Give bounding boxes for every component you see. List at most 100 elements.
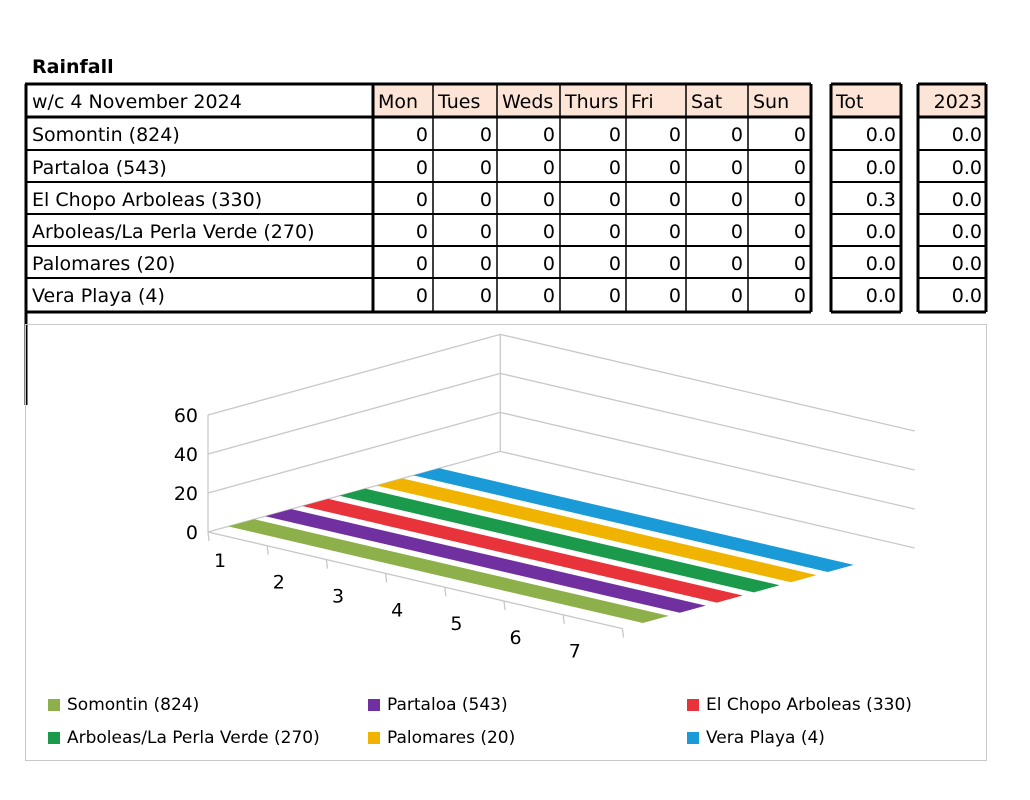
cell-value: 0 xyxy=(794,189,806,211)
prev-year-value: 0.0 xyxy=(952,157,982,179)
cell-value: 0 xyxy=(669,124,681,146)
row-name: Arboleas/La Perla Verde (270) xyxy=(32,221,315,243)
cell-value: 0 xyxy=(543,285,555,307)
day-header-fri: Fri xyxy=(631,91,654,113)
series-ribbons xyxy=(228,468,854,623)
cell-value: 0 xyxy=(669,157,681,179)
row-name: Palomares (20) xyxy=(32,253,175,275)
days-header-fill xyxy=(373,84,811,117)
tot-value: 0.0 xyxy=(866,285,896,307)
table-gridlines xyxy=(24,82,988,405)
cell-value: 0 xyxy=(794,124,806,146)
row-name: El Chopo Arboleas (330) xyxy=(32,189,262,211)
cell-value: 0 xyxy=(669,189,681,211)
cell-value: 0 xyxy=(669,285,681,307)
y-tick-label: 20 xyxy=(174,483,198,505)
cell-value: 0 xyxy=(731,124,743,146)
y-tick-label: 40 xyxy=(174,444,198,466)
series-3-ribbon xyxy=(302,498,743,603)
cell-value: 0 xyxy=(669,221,681,243)
cell-value: 0 xyxy=(543,157,555,179)
cell-value: 0 xyxy=(416,253,428,275)
prev-year-value: 0.0 xyxy=(952,285,982,307)
cell-value: 0 xyxy=(543,221,555,243)
legend-label: Vera Playa (4) xyxy=(706,728,825,748)
cell-value: 0 xyxy=(416,124,428,146)
legend-label: Palomares (20) xyxy=(387,728,516,748)
legend-label: Arboleas/La Perla Verde (270) xyxy=(67,728,320,748)
day-header-weds: Weds xyxy=(502,91,553,113)
year-header: 2023 xyxy=(934,91,982,113)
legend-item: Partaloa (543) xyxy=(368,695,508,715)
page-title: Rainfall xyxy=(32,56,114,78)
tot-header-fill xyxy=(831,84,901,117)
cell-value: 0 xyxy=(480,157,492,179)
legend-item: Palomares (20) xyxy=(368,728,515,748)
legend-swatch xyxy=(368,732,380,744)
x-tick-label: 4 xyxy=(391,599,403,621)
row-name: Somontin (824) xyxy=(32,124,180,146)
cell-value: 0 xyxy=(480,285,492,307)
series-2-ribbon xyxy=(265,509,706,613)
legend-item: Vera Playa (4) xyxy=(687,728,825,748)
cell-value: 0 xyxy=(794,157,806,179)
cell-value: 0 xyxy=(609,189,621,211)
tot-value: 0.0 xyxy=(866,124,896,146)
cell-value: 0 xyxy=(731,285,743,307)
legend-label: Partaloa (543) xyxy=(387,695,508,715)
cell-value: 0 xyxy=(609,253,621,275)
cell-value: 0 xyxy=(794,221,806,243)
day-header-mon: Mon xyxy=(378,91,418,113)
tot-value: 0.0 xyxy=(866,221,896,243)
cell-value: 0 xyxy=(731,221,743,243)
legend-item: Arboleas/La Perla Verde (270) xyxy=(48,728,320,748)
day-header-sat: Sat xyxy=(691,91,722,113)
cell-value: 0 xyxy=(609,124,621,146)
series-4-ribbon xyxy=(339,488,780,593)
tot-header: Tot xyxy=(835,91,863,113)
cell-value: 0 xyxy=(416,157,428,179)
x-tick-label: 7 xyxy=(569,641,581,663)
cell-value: 0 xyxy=(543,124,555,146)
x-tick-label: 5 xyxy=(450,613,462,635)
prev-year-value: 0.0 xyxy=(952,221,982,243)
legend-swatch xyxy=(368,699,380,711)
chart-area xyxy=(25,324,987,761)
cell-value: 0 xyxy=(731,253,743,275)
cell-value: 0 xyxy=(609,157,621,179)
legend-label: El Chopo Arboleas (330) xyxy=(706,695,912,715)
year-header-fill xyxy=(918,84,986,117)
legend-swatch xyxy=(48,732,60,744)
cell-value: 0 xyxy=(416,189,428,211)
day-header-sun: Sun xyxy=(753,91,789,113)
tot-value: 0.0 xyxy=(866,157,896,179)
series-1-ribbon xyxy=(228,519,669,623)
day-header-thurs: Thurs xyxy=(564,91,618,113)
legend-swatch xyxy=(48,699,60,711)
cell-value: 0 xyxy=(794,285,806,307)
cell-value: 0 xyxy=(480,124,492,146)
cell-value: 0 xyxy=(416,221,428,243)
legend-label: Somontin (824) xyxy=(67,695,200,715)
cell-value: 0 xyxy=(609,221,621,243)
cell-value: 0 xyxy=(480,189,492,211)
legend-swatch xyxy=(687,732,699,744)
series-6-ribbon xyxy=(413,468,854,572)
week-label: w/c 4 November 2024 xyxy=(32,91,242,113)
day-header-tues: Tues xyxy=(437,91,480,113)
cell-value: 0 xyxy=(480,221,492,243)
cell-value: 0 xyxy=(794,253,806,275)
y-tick-label: 60 xyxy=(174,405,198,427)
prev-year-value: 0.0 xyxy=(952,189,982,211)
legend-item: El Chopo Arboleas (330) xyxy=(687,695,912,715)
x-tick-label: 2 xyxy=(273,572,285,594)
legend-swatch xyxy=(687,699,699,711)
tot-value: 0.0 xyxy=(866,253,896,275)
cell-value: 0 xyxy=(609,285,621,307)
chart-walls xyxy=(207,333,915,638)
cell-value: 0 xyxy=(731,189,743,211)
x-tick-label: 6 xyxy=(510,627,522,649)
x-tick-label: 3 xyxy=(332,586,344,608)
series-5-ribbon xyxy=(376,478,817,583)
